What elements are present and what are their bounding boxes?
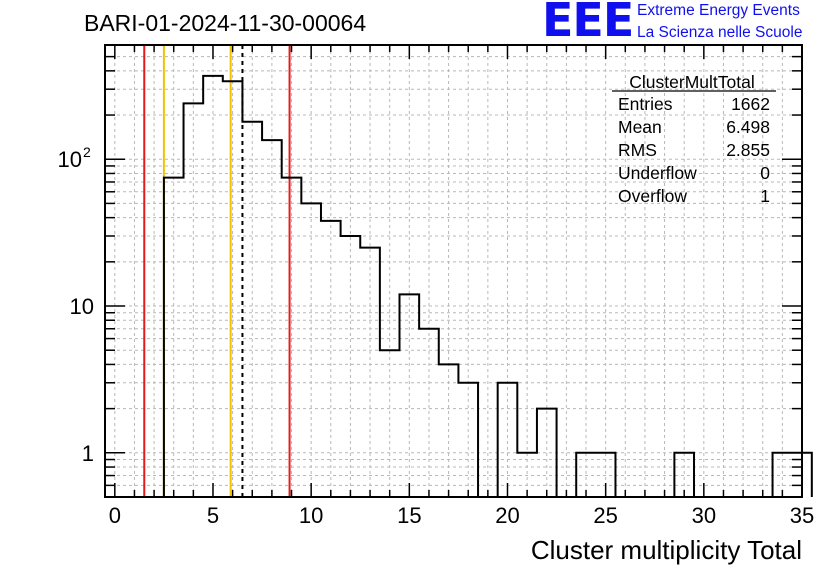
eee-logo: EEE: [542, 0, 634, 47]
x-tick-label: 25: [593, 503, 617, 528]
stats-row-label: RMS: [618, 140, 657, 160]
histogram-outline: [162, 74, 813, 498]
stats-row-label: Overflow: [618, 186, 687, 206]
x-tick-label: 15: [397, 503, 421, 528]
x-tick-label: 10: [299, 503, 323, 528]
logo-line-2: La Scienza nelle Scuole: [637, 24, 803, 41]
y-tick-label: 10: [58, 147, 82, 172]
stats-row-value: 1: [760, 186, 770, 206]
stats-row-label: Mean: [618, 117, 662, 137]
x-tick-label: 30: [692, 503, 716, 528]
y-tick-label: 1: [82, 441, 94, 466]
logo-line-1: Extreme Energy Events: [637, 2, 800, 19]
run-title: BARI-01-2024-11-30-00064: [84, 10, 367, 36]
x-axis-label: Cluster multiplicity Total: [531, 535, 802, 565]
y-tick-label-exponent: 2: [83, 144, 91, 160]
stats-row-label: Entries: [618, 94, 673, 114]
histogram-bars: [162, 74, 813, 498]
x-tick-label: 20: [495, 503, 519, 528]
grid: [105, 44, 803, 498]
stats-row-value: 6.498: [726, 117, 770, 137]
stats-title: ClusterMultTotal: [629, 72, 754, 92]
stats-row-value: 0: [760, 163, 770, 183]
axes-frame: [104, 44, 803, 498]
stats-row-label: Underflow: [618, 163, 697, 183]
stats-row-value: 1662: [731, 94, 770, 114]
stats-box: ClusterMultTotal Entries 1662 Mean 6.498 RMS…: [612, 72, 776, 206]
plot-frame: [104, 44, 803, 498]
x-tick-label: 0: [109, 503, 121, 528]
marker-lines: [143, 45, 291, 497]
stats-row-value: 2.855: [726, 140, 770, 160]
x-axis-ticks: 0 5 10 15 20 25 30 35: [109, 45, 814, 528]
y-tick-label: 10: [70, 294, 94, 319]
x-tick-label: 35: [790, 503, 814, 528]
x-tick-label: 5: [207, 503, 219, 528]
